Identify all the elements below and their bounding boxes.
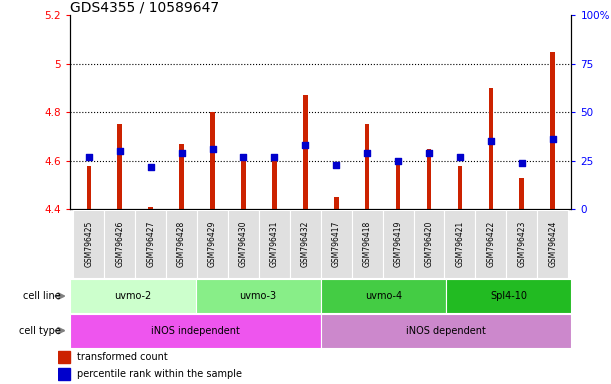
Bar [352,210,382,278]
Text: GSM796420: GSM796420 [425,221,434,267]
Text: GSM796428: GSM796428 [177,221,186,267]
Text: GSM796427: GSM796427 [146,221,155,267]
Bar [303,95,307,209]
Point [455,154,465,160]
Bar [519,178,524,209]
Text: uvmo-3: uvmo-3 [240,291,277,301]
Point [393,158,403,164]
Text: transformed count: transformed count [76,352,167,362]
Bar [290,210,321,278]
Bar [241,154,246,209]
Text: GDS4355 / 10589647: GDS4355 / 10589647 [70,0,219,14]
Bar [551,52,555,209]
Bar [321,210,352,278]
Point [362,150,372,156]
Point [177,150,186,156]
Text: GSM796426: GSM796426 [115,221,124,267]
Point [115,148,125,154]
Text: iNOS independent: iNOS independent [151,326,240,336]
Text: uvmo-4: uvmo-4 [365,291,402,301]
Point [548,136,558,142]
Bar [58,367,70,381]
Point [84,154,93,160]
Bar [197,210,228,278]
Bar [210,113,215,209]
Bar [117,124,122,209]
Bar [104,210,135,278]
Point [238,154,248,160]
Text: GSM796430: GSM796430 [239,221,248,268]
Bar [382,210,414,278]
Point [208,146,218,152]
Text: GSM796429: GSM796429 [208,221,217,267]
Text: GSM796424: GSM796424 [548,221,557,267]
Bar [259,210,290,278]
Text: Spl4-10: Spl4-10 [490,291,527,301]
Text: GSM796425: GSM796425 [84,221,93,267]
Bar [458,166,463,209]
Text: iNOS dependent: iNOS dependent [406,326,486,336]
Bar [426,149,431,209]
Text: GSM796422: GSM796422 [486,221,496,267]
Bar [148,207,153,209]
Point [424,150,434,156]
Text: GSM796431: GSM796431 [270,221,279,267]
Text: cell line: cell line [23,291,67,301]
Point [269,154,279,160]
Text: GSM796421: GSM796421 [455,221,464,267]
Bar [396,161,400,209]
Bar [507,210,537,278]
Bar [446,279,571,313]
Bar [70,314,321,348]
Bar [321,314,571,348]
Text: GSM796419: GSM796419 [393,221,403,267]
Text: GSM796418: GSM796418 [363,221,371,267]
Bar [73,210,104,278]
Bar [365,124,370,209]
Point [331,162,341,168]
Bar [334,197,338,209]
Bar [135,210,166,278]
Bar [228,210,259,278]
Bar [70,279,196,313]
Point [301,142,310,148]
Text: GSM796432: GSM796432 [301,221,310,267]
Bar [196,279,321,313]
Text: percentile rank within the sample: percentile rank within the sample [76,369,241,379]
Bar [321,279,446,313]
Point [146,164,156,170]
Text: uvmo-2: uvmo-2 [114,291,152,301]
Point [517,160,527,166]
Bar [444,210,475,278]
Bar [179,144,184,209]
Bar [475,210,507,278]
Bar [87,166,91,209]
Bar [272,154,277,209]
Bar [58,351,70,364]
Bar [537,210,568,278]
Point [486,138,496,144]
Text: cell type: cell type [19,326,67,336]
Text: GSM796423: GSM796423 [518,221,526,267]
Bar [414,210,444,278]
Bar [489,88,493,209]
Text: GSM796417: GSM796417 [332,221,341,267]
Bar [166,210,197,278]
